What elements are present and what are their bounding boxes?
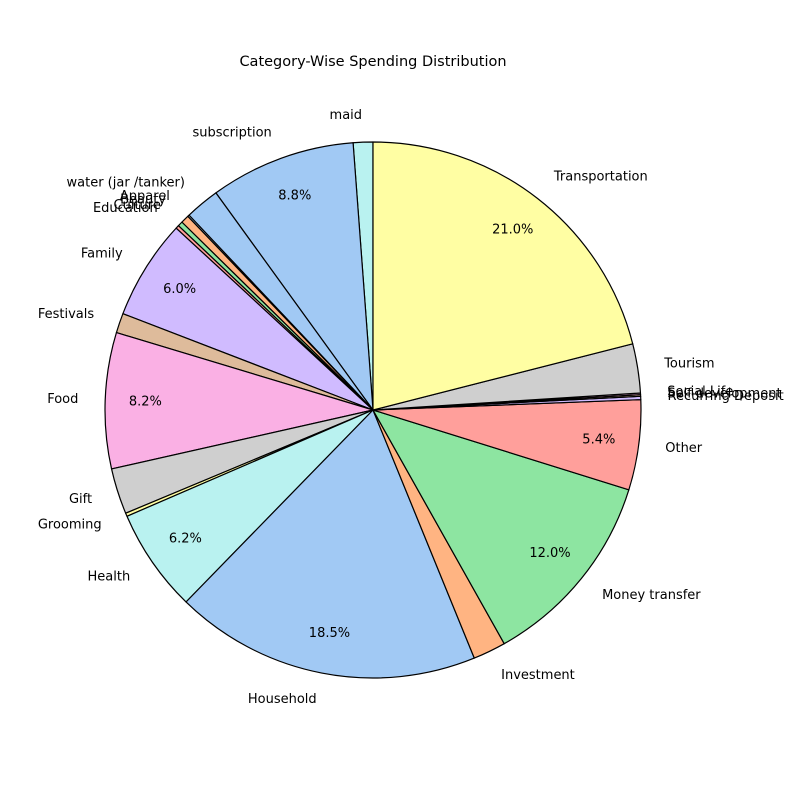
pie-slices [104, 141, 642, 679]
slice-label-family: Family [81, 247, 123, 262]
slice-label-money-transfer: Money transfer [602, 588, 701, 603]
slice-percent-money-transfer: 12.0% [529, 546, 570, 561]
pie-percent-labels: 8.8% 6.0% 8.2% 6.2% 18.5% 12.0% 5.4% 21.0% [129, 189, 616, 642]
slice-label-health: Health [88, 570, 131, 585]
slice-label-culture: Culture [114, 198, 161, 213]
pie-slice-money-transfer [372, 409, 630, 645]
pie-slice-food [104, 331, 374, 470]
slice-label-education: Education [93, 201, 158, 216]
slice-percent-family: 6.0% [163, 282, 196, 297]
pie-slice-subscription [215, 142, 374, 411]
slice-label-recurring-deposit: Recurring Deposit [668, 389, 784, 404]
slice-label-gift: Gift [69, 492, 92, 507]
pie-slice-transportation [372, 141, 634, 411]
chart-title: Category-Wise Spending Distribution [239, 54, 506, 70]
pie-labels: maid subscription water (jar /tanker)Appar… [38, 108, 784, 707]
slice-label-investment: Investment [501, 668, 575, 683]
slice-label-apparel: Apparel [120, 189, 170, 204]
slice-label-other: Other [665, 441, 703, 456]
slice-label-tourism: Tourism [663, 357, 714, 372]
slice-label-food: Food [47, 392, 78, 407]
slice-percent-household: 18.5% [309, 626, 350, 641]
slice-label-beauty: Beauty [120, 193, 166, 208]
slice-label-self-development: Self-development [667, 387, 781, 402]
slice-percent-subscription: 8.8% [278, 189, 311, 204]
slice-label-festivals: Festivals [38, 307, 95, 322]
slice-percent-food: 8.2% [129, 394, 162, 409]
slice-label-transportation: Transportation [553, 170, 648, 185]
slice-label-subscription: subscription [192, 126, 271, 141]
slice-percent-other: 5.4% [582, 432, 615, 447]
slice-percent-health: 6.2% [169, 532, 202, 547]
slice-label-maid: maid [330, 108, 363, 123]
slice-label-household: Household [248, 692, 317, 707]
slice-label-social-life: Social Life [667, 385, 733, 400]
slice-label-water-jar-tanker: water (jar /tanker) [67, 175, 185, 190]
slice-percent-transportation: 21.0% [492, 223, 533, 238]
pie-slice-household [185, 409, 475, 679]
slice-label-grooming: Grooming [38, 518, 102, 533]
